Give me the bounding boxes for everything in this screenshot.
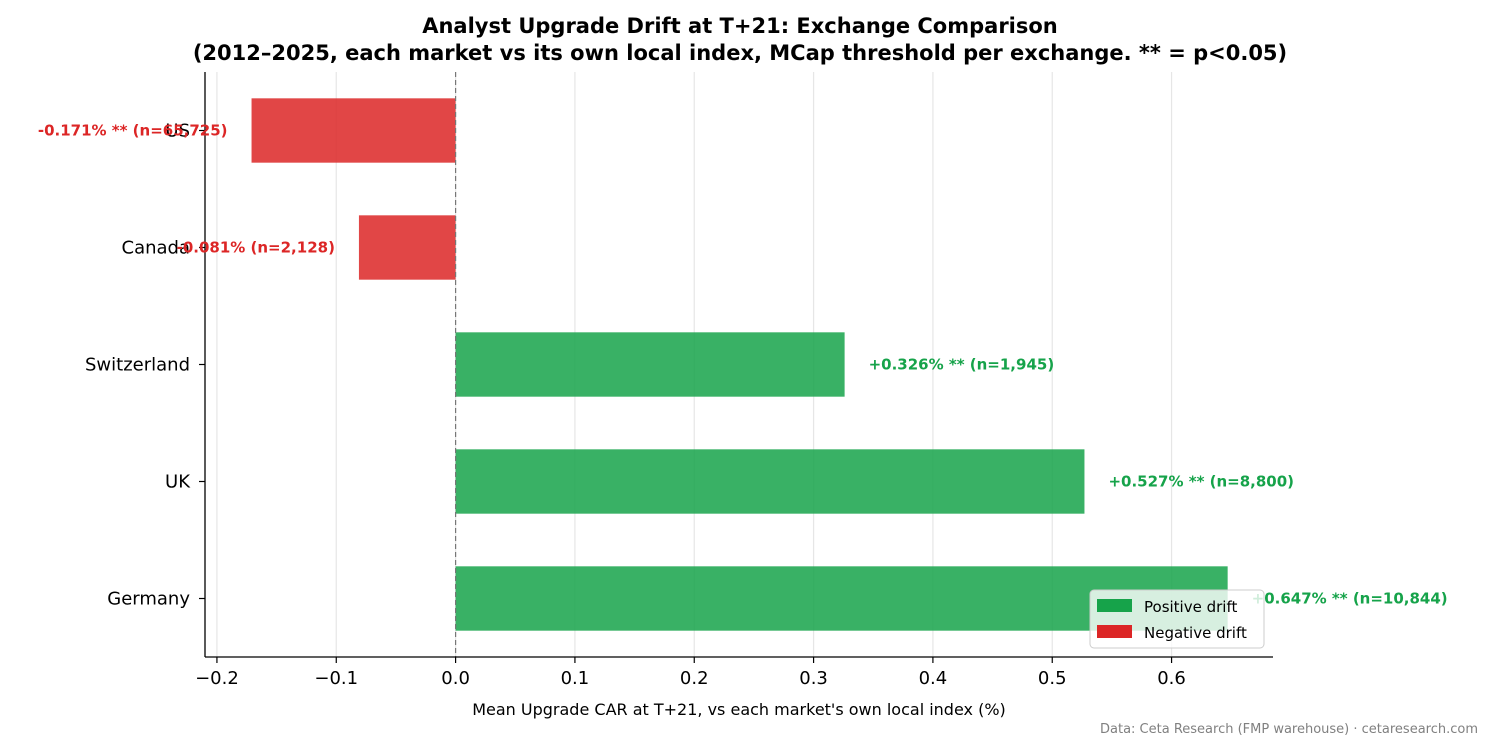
y-category-label-us: US	[165, 121, 190, 142]
bar-switzerland	[455, 332, 845, 397]
data-label-canada: -0.081% (n=2,128)	[177, 239, 335, 257]
x-tick-label-0: −0.2	[195, 668, 239, 689]
chart-title-line-1: Analyst Upgrade Drift at T+21: Exchange …	[422, 14, 1058, 38]
y-category-label-switzerland: Switzerland	[85, 355, 190, 376]
x-tick-label-7: 0.5	[1038, 668, 1067, 689]
data-label-switzerland: +0.326% ** (n=1,945)	[869, 356, 1055, 374]
data-label-germany: +0.647% ** (n=10,844)	[1252, 590, 1448, 608]
legend-label-negative: Negative drift	[1144, 624, 1247, 642]
data-labels: -0.171% ** (n=65,725) -0.081% (n=2,128) +0…	[38, 122, 1448, 608]
y-category-label-uk: UK	[165, 472, 191, 493]
y-category-label-germany: Germany	[107, 589, 190, 610]
x-tick-label-2: 0.0	[441, 668, 470, 689]
data-label-us: -0.171% ** (n=65,725)	[38, 122, 228, 140]
x-tick-label-5: 0.3	[799, 668, 828, 689]
source-note: Data: Ceta Research (FMP warehouse) · ce…	[1100, 722, 1478, 737]
x-tick-label-8: 0.6	[1157, 668, 1186, 689]
bars	[251, 98, 1228, 631]
data-label-uk: +0.527% ** (n=8,800)	[1108, 473, 1294, 491]
legend-swatch-positive	[1097, 599, 1132, 612]
x-tick-label-4: 0.2	[680, 668, 709, 689]
legend: Positive drift Negative drift	[1089, 589, 1265, 649]
bar-canada	[358, 215, 456, 280]
legend-label-positive: Positive drift	[1144, 598, 1237, 616]
legend-box	[1089, 589, 1265, 649]
x-tick-label-1: −0.1	[314, 668, 358, 689]
bar-us	[251, 98, 456, 163]
x-tick-label-6: 0.4	[919, 668, 948, 689]
x-axis-label: Mean Upgrade CAR at T+21, vs each market…	[472, 700, 1006, 719]
x-ticks: −0.2 −0.1 0.0 0.1 0.2 0.3 0.4 0.5 0.6	[195, 657, 1186, 689]
chart-title-line-2: (2012–2025, each market vs its own local…	[193, 41, 1287, 65]
legend-swatch-negative	[1097, 625, 1132, 638]
bar-uk	[455, 449, 1085, 514]
x-tick-label-3: 0.1	[561, 668, 590, 689]
y-category-label-canada: Canada	[122, 238, 191, 259]
y-categories: US Canada Switzerland UK Germany	[85, 121, 205, 610]
